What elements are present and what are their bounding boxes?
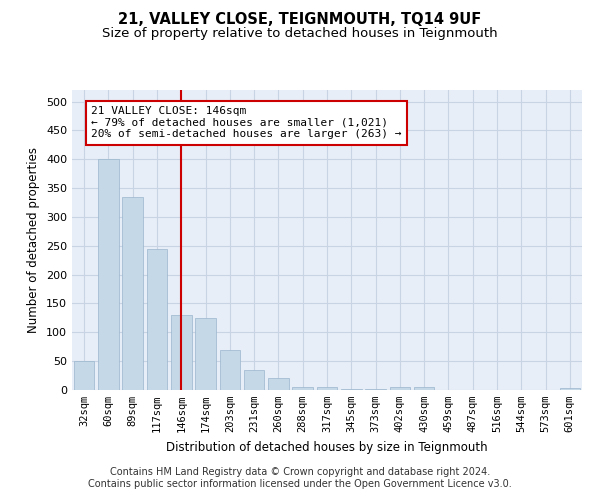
Y-axis label: Number of detached properties: Number of detached properties (28, 147, 40, 333)
Bar (268, 378, 289, 390)
X-axis label: Distribution of detached houses by size in Teignmouth: Distribution of detached houses by size … (166, 440, 488, 454)
Bar (195, 318, 216, 390)
Bar (74, 361, 94, 390)
Bar (317, 387, 337, 390)
Bar (389, 387, 410, 390)
Bar (98, 159, 119, 390)
Text: 21, VALLEY CLOSE, TEIGNMOUTH, TQ14 9UF: 21, VALLEY CLOSE, TEIGNMOUTH, TQ14 9UF (118, 12, 482, 28)
Text: Contains HM Land Registry data © Crown copyright and database right 2024.
Contai: Contains HM Land Registry data © Crown c… (88, 468, 512, 489)
Bar (244, 370, 265, 390)
Bar (292, 387, 313, 390)
Bar (146, 248, 167, 390)
Bar (171, 315, 191, 390)
Text: 21 VALLEY CLOSE: 146sqm
← 79% of detached houses are smaller (1,021)
20% of semi: 21 VALLEY CLOSE: 146sqm ← 79% of detache… (91, 106, 402, 140)
Bar (560, 388, 580, 390)
Text: Size of property relative to detached houses in Teignmouth: Size of property relative to detached ho… (102, 28, 498, 40)
Bar (220, 350, 240, 390)
Bar (414, 387, 434, 390)
Bar (122, 196, 143, 390)
